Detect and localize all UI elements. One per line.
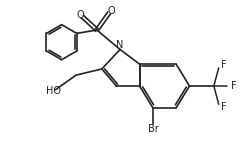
Text: Br: Br — [147, 124, 158, 134]
Text: F: F — [221, 102, 226, 112]
Text: F: F — [221, 60, 226, 70]
Text: N: N — [116, 40, 123, 50]
Text: O: O — [76, 10, 84, 20]
Text: F: F — [231, 81, 236, 91]
Text: O: O — [108, 6, 115, 16]
Text: HO: HO — [46, 86, 61, 96]
